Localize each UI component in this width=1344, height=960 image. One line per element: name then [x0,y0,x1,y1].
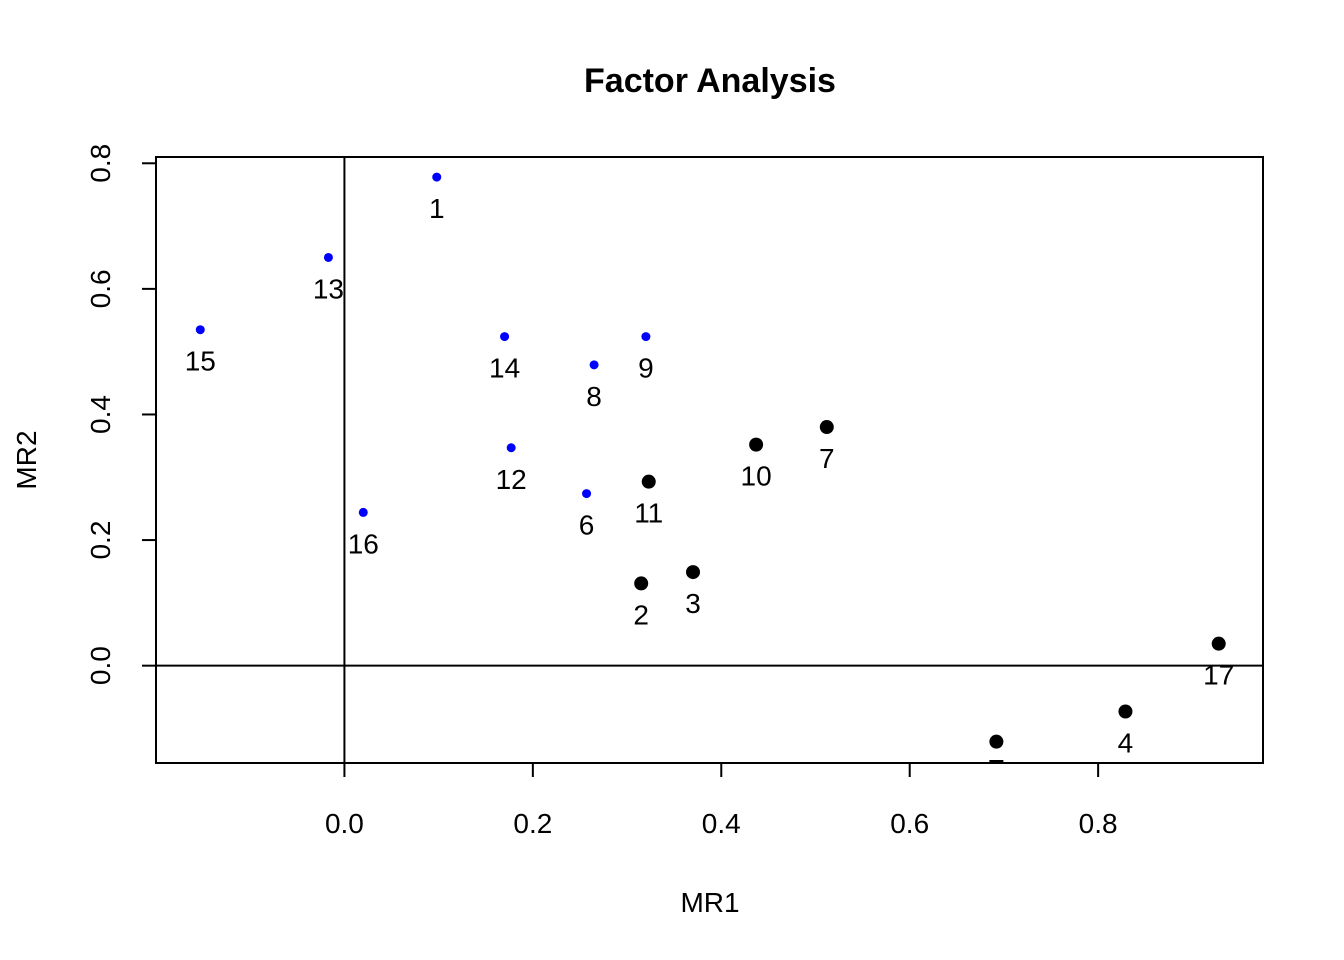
data-point [358,507,368,517]
x-tick-label: 0.8 [1079,808,1118,839]
point-label: 7 [819,443,835,474]
point-label: 15 [185,346,216,377]
data-point [1118,704,1133,719]
data-point [641,332,651,342]
data-point [989,734,1004,749]
point-label: 8 [586,381,602,412]
x-tick-label: 0.4 [702,808,741,839]
point-label: 14 [489,353,520,384]
x-axis-label: MR1 [680,887,739,918]
y-tick-label: 0.0 [85,646,116,685]
data-point [749,437,764,452]
point-label: 9 [638,353,654,384]
data-point [641,474,656,489]
data-point [506,443,516,453]
point-label: 11 [634,498,663,529]
y-axis-label: MR2 [11,430,42,489]
data-point [582,489,592,499]
point-label: 4 [1118,728,1134,759]
data-point [195,325,205,335]
point-label: 10 [741,461,772,492]
data-point [634,576,649,591]
chart-title: Factor Analysis [584,62,836,100]
point-label: 2 [633,599,649,630]
plot-frame [155,156,1264,764]
data-point [500,332,510,342]
point-label: 12 [496,464,527,495]
y-tick-label: 0.2 [85,521,116,560]
point-label: 3 [685,588,701,619]
clipped-label-fragment [989,760,1004,763]
y-tick-label: 0.4 [85,395,116,434]
y-tick-label: 0.6 [85,269,116,308]
data-point [589,360,599,370]
data-point [432,172,442,182]
x-tick-label: 0.0 [325,808,364,839]
y-tick-label: 0.8 [85,144,116,183]
point-label: 17 [1203,660,1234,691]
point-label: 13 [313,273,344,304]
data-point [686,565,701,580]
data-point [1211,636,1226,651]
x-tick-label: 0.6 [890,808,929,839]
axes-group: 0.0 0.2 0.4 0.6 0.8 0.0 0.2 0.4 0.6 0.8 [85,144,1118,839]
data-point [819,420,834,435]
point-label: 6 [579,510,595,541]
point-label: 1 [429,193,445,224]
point-label: 16 [348,528,379,559]
data-point [323,252,333,262]
reference-lines [156,157,1263,763]
x-tick-label: 0.2 [513,808,552,839]
